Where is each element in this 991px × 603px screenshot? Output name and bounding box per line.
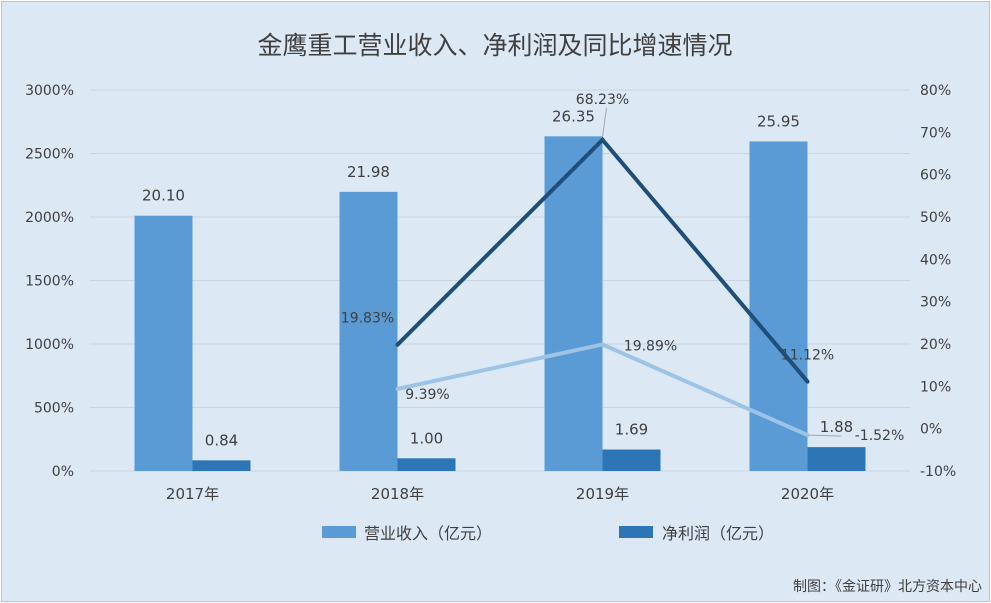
left-tick-label: 1000% [25,337,74,353]
legend-label-net-profit: 净利润（亿元） [662,524,774,543]
revenue-growth-point [395,386,400,391]
chart-caption: 制图：《金证研》北方资本中心 [793,579,982,595]
net-profit-data-label: 1.00 [410,429,443,447]
right-tick-label: 40% [920,252,951,268]
revenue-data-label: 20.10 [142,187,185,205]
bars: 20.10 21.98 26.35 25.95 0.84 1.00 1.69 1.88 [134,107,866,472]
revenue-bar [544,136,603,472]
revenue-growth-point [600,342,605,347]
legend: 营业收入（亿元） 净利润（亿元） [322,524,774,543]
right-tick-label: 70% [920,125,951,141]
revenue-bar [749,141,808,471]
net-profit-growth-point [395,342,400,347]
left-axis-ticks: 0% 500% 1000% 1500% 2000% 2500% 3000% [25,83,74,480]
revenue-bar [134,215,193,471]
legend-label-revenue: 营业收入（亿元） [364,524,492,543]
label-leader-line [602,107,607,137]
net-profit-bar [397,458,456,471]
right-tick-label: 20% [920,337,951,353]
net-profit-data-label: 0.84 [205,431,238,449]
revenue-data-label: 21.98 [347,163,390,181]
left-tick-label: 3000% [25,83,74,99]
net-profit-growth-point [600,137,605,142]
category-label: 2018年 [371,485,424,503]
grid-lines [90,89,910,472]
net-profit-bar [807,447,866,471]
category-label: 2017年 [166,485,219,503]
net-profit-data-label: 1.69 [615,421,648,439]
lines: 19.83% 68.23% 11.12% 9.39% 19.89% -1.52% [341,92,904,444]
revenue-data-label: 26.35 [552,107,595,125]
legend-swatch-revenue [322,526,356,538]
category-label: 2020年 [781,485,834,503]
left-tick-label: 2000% [25,210,74,226]
left-tick-label: 2500% [25,147,74,163]
left-tick-label: 0% [52,464,74,480]
right-tick-label: 80% [920,83,951,99]
label-leader-line [809,434,842,437]
net-profit-bar [602,449,661,471]
right-tick-label: -10% [920,464,956,480]
revenue-growth-label: 9.39% [405,387,449,403]
right-tick-label: 50% [920,210,951,226]
legend-swatch-net-profit [619,526,653,538]
right-tick-label: 10% [920,379,951,395]
category-label: 2019年 [576,485,629,503]
revenue-growth-point [805,433,810,438]
net-profit-growth-label: 68.23% [576,92,629,108]
revenue-data-label: 25.95 [757,112,800,130]
left-tick-label: 500% [34,401,74,417]
revenue-growth-label: -1.52% [855,428,905,444]
chart-title: 金鹰重工营业收入、净利润及同比增速情况 [257,31,732,60]
net-profit-growth-label: 11.12% [781,348,834,364]
revenue-growth-label: 19.89% [624,338,677,354]
right-tick-label: 30% [920,295,951,311]
right-tick-label: 60% [920,168,951,184]
net-profit-bar [192,460,251,471]
right-axis-ticks: -10% 0% 10% 20% 30% 40% 50% 60% 70% 80% [920,83,956,480]
net-profit-growth-label: 19.83% [341,311,394,327]
revenue-bar [339,191,398,471]
right-tick-label: 0% [920,422,942,438]
category-labels: 2017年 2018年 2019年 2020年 [166,485,834,503]
left-tick-label: 1500% [25,274,74,290]
net-profit-data-label: 1.88 [820,418,853,436]
net-profit-growth-point [805,379,810,384]
